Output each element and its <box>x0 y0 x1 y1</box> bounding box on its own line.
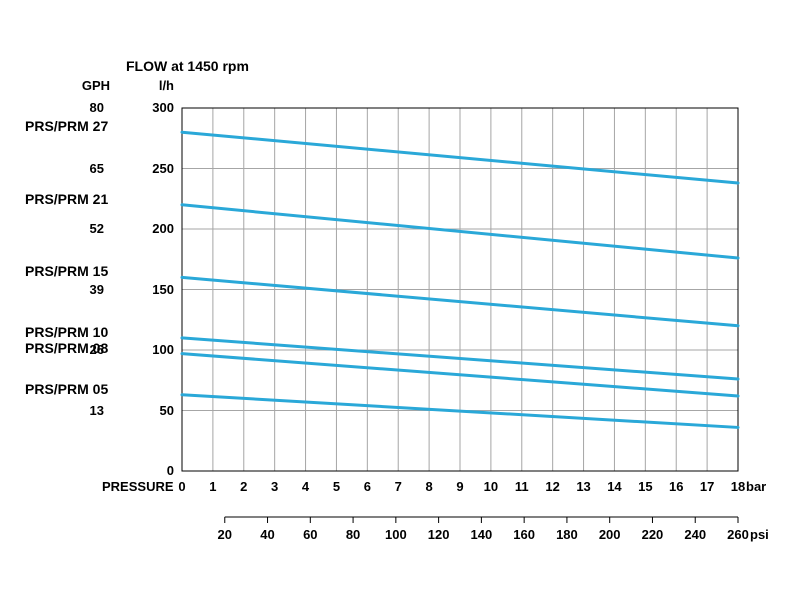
x-tick-bar: 4 <box>296 479 316 494</box>
y-tick-gph: 13 <box>74 403 104 418</box>
x-tick-bar: 18 <box>728 479 748 494</box>
x-tick-bar: 7 <box>388 479 408 494</box>
x-tick-bar: 1 <box>203 479 223 494</box>
x-tick-psi: 200 <box>596 527 624 542</box>
x-tick-bar: 2 <box>234 479 254 494</box>
x-tick-psi: 180 <box>553 527 581 542</box>
x-axis-label: PRESSURE <box>102 479 174 494</box>
x-tick-bar: 13 <box>574 479 594 494</box>
series-label: PRS/PRM 15 <box>25 263 108 279</box>
x-tick-psi: 80 <box>339 527 367 542</box>
y-tick-gph: 39 <box>74 282 104 297</box>
x-tick-bar: 0 <box>172 479 192 494</box>
x-tick-bar: 6 <box>357 479 377 494</box>
x-tick-bar: 5 <box>326 479 346 494</box>
x-tick-psi: 100 <box>382 527 410 542</box>
series-label: PRS/PRM 21 <box>25 191 108 207</box>
y-tick-gph: 65 <box>74 161 104 176</box>
x-tick-bar: 9 <box>450 479 470 494</box>
y-tick-lh: 300 <box>134 100 174 115</box>
x-tick-psi: 240 <box>681 527 709 542</box>
y-unit-gph: GPH <box>70 78 110 93</box>
x-tick-bar: 8 <box>419 479 439 494</box>
y-tick-lh: 200 <box>134 221 174 236</box>
y-tick-lh: 50 <box>134 403 174 418</box>
x-tick-psi: 160 <box>510 527 538 542</box>
chart-container: 0501001502002503000123456789101112131415… <box>0 0 790 599</box>
y-tick-lh: 150 <box>134 282 174 297</box>
y-tick-lh: 100 <box>134 342 174 357</box>
series-label: PRS/PRM 05 <box>25 381 108 397</box>
x-tick-psi: 60 <box>296 527 324 542</box>
y-tick-gph: 26 <box>74 342 104 357</box>
y-tick-lh: 0 <box>134 463 174 478</box>
x-tick-bar: 10 <box>481 479 501 494</box>
series-label: PRS/PRM 10 <box>25 324 108 340</box>
chart-title: FLOW at 1450 rpm <box>126 58 249 74</box>
x-tick-bar: 14 <box>604 479 624 494</box>
x-tick-psi: 260 <box>724 527 752 542</box>
x-tick-psi: 140 <box>467 527 495 542</box>
x-tick-bar: 16 <box>666 479 686 494</box>
x-tick-bar: 11 <box>512 479 532 494</box>
x-tick-bar: 17 <box>697 479 717 494</box>
series-label: PRS/PRM 27 <box>25 118 108 134</box>
x-unit-bar: bar <box>746 479 766 494</box>
x-tick-psi: 120 <box>425 527 453 542</box>
x-tick-psi: 40 <box>254 527 282 542</box>
x-unit-psi: psi <box>750 527 769 542</box>
y-tick-lh: 250 <box>134 161 174 176</box>
flow-chart <box>0 0 790 599</box>
y-tick-gph: 80 <box>74 100 104 115</box>
x-tick-bar: 15 <box>635 479 655 494</box>
x-tick-psi: 20 <box>211 527 239 542</box>
x-tick-psi: 220 <box>638 527 666 542</box>
x-tick-bar: 3 <box>265 479 285 494</box>
y-unit-lh: l/h <box>130 78 174 93</box>
y-tick-gph: 52 <box>74 221 104 236</box>
x-tick-bar: 12 <box>543 479 563 494</box>
